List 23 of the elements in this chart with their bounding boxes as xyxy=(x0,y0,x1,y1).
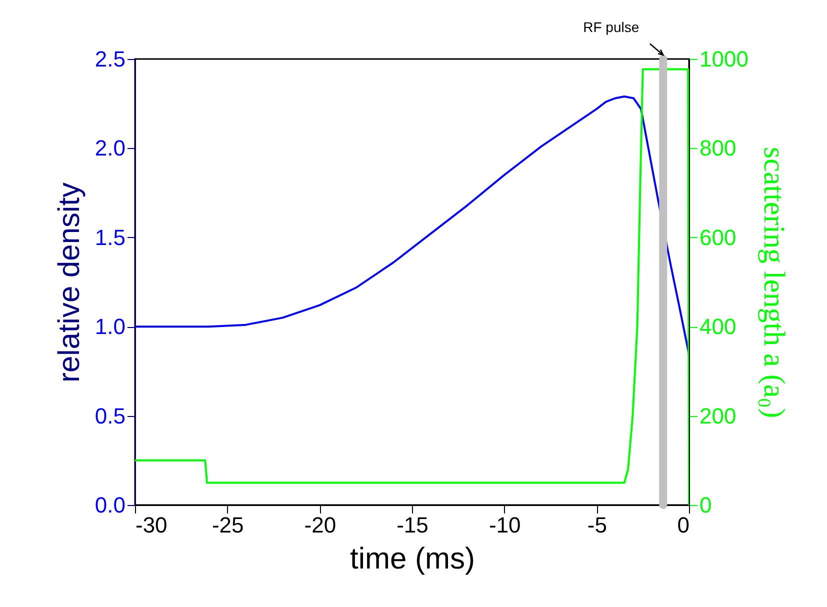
y2-tick-label: 0 xyxy=(700,492,712,518)
x-tick-label: 0 xyxy=(677,512,690,538)
y2-axis-title: scattering length a (a₀) xyxy=(757,146,790,418)
x-tick-label: -5 xyxy=(587,512,607,538)
x-tick-label: -20 xyxy=(304,512,336,538)
y2-tick-label: 800 xyxy=(700,136,736,161)
x-axis-title: time (ms) xyxy=(350,542,475,576)
y-tick-label: 0.0 xyxy=(94,492,126,518)
y-axis-title: relative density xyxy=(52,182,86,383)
x-tick-label: -10 xyxy=(488,512,521,538)
y-tick-label: 0.5 xyxy=(94,403,126,428)
x-tick-label: -25 xyxy=(212,512,244,538)
y-tick-label: 1.0 xyxy=(94,314,126,340)
y2-tick-label: 1000 xyxy=(700,46,748,72)
y2-tick-label: 200 xyxy=(700,403,736,428)
y-tick-label: 2.0 xyxy=(94,136,126,161)
y2-tick-label: 600 xyxy=(700,224,736,250)
ref-line-label: RF pulse xyxy=(583,19,640,35)
y2-tick-label: 400 xyxy=(700,314,736,340)
x-tick-label: -30 xyxy=(136,512,168,538)
x-tick-label: -15 xyxy=(396,512,428,538)
y-tick-label: 1.5 xyxy=(94,224,126,250)
y-tick-label: 2.5 xyxy=(94,46,126,72)
